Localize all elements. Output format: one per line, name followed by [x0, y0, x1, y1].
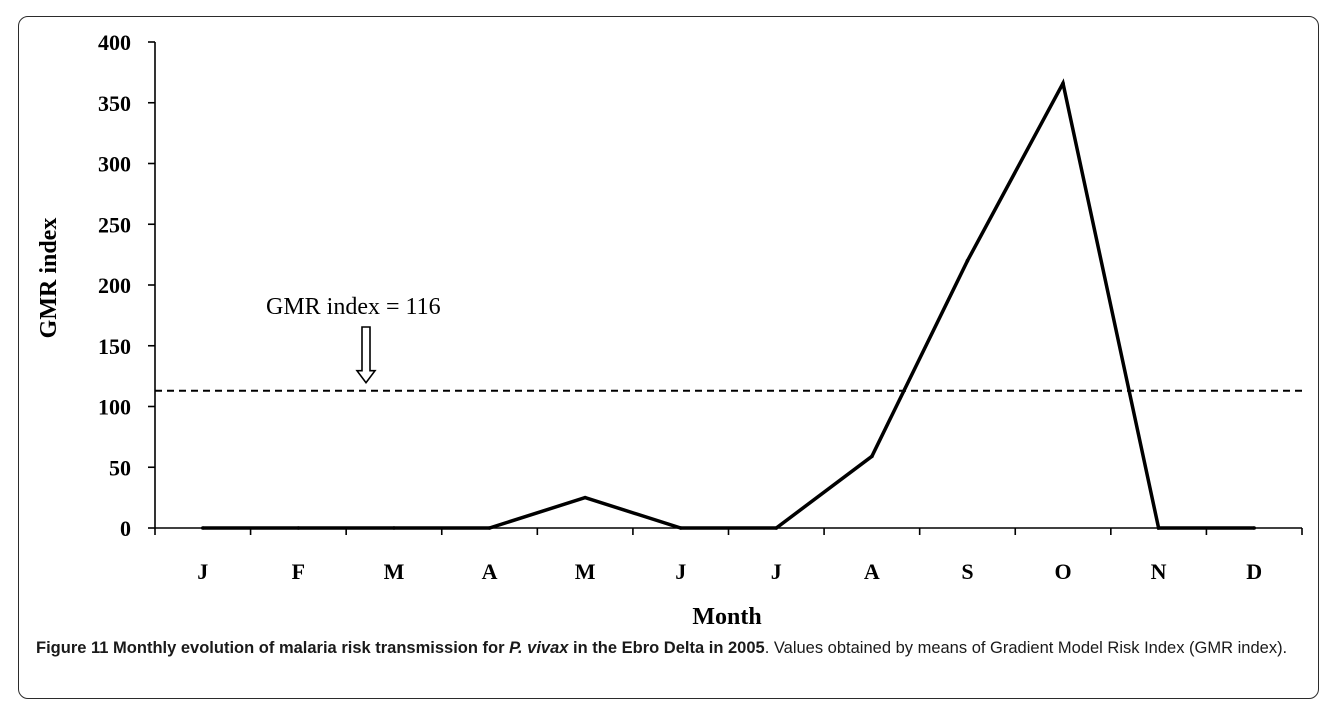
x-tick-label: D — [1246, 559, 1262, 584]
axes — [154, 42, 1302, 529]
annotation-text: GMR index = 116 — [266, 294, 441, 320]
data-points — [200, 81, 1257, 530]
down-arrow-icon — [355, 326, 377, 385]
y-tick-label: 150 — [98, 334, 131, 359]
data-point — [965, 258, 970, 263]
figure-frame — [18, 16, 1319, 699]
y-tick-label: 0 — [120, 516, 131, 541]
data-point — [392, 526, 396, 530]
data-point — [774, 526, 779, 530]
x-tick-label: N — [1151, 559, 1167, 584]
figure-label: Figure 11 — [36, 639, 109, 657]
y-axis-ticks: 0 50 100 150 200 250 300 350 400 — [98, 30, 155, 541]
figure-caption: Figure 11 Monthly evolution of malaria r… — [36, 637, 1306, 659]
x-tick-label: S — [961, 559, 973, 584]
y-tick-label: 50 — [109, 455, 131, 480]
x-tick-label: A — [482, 559, 498, 584]
caption-title-post: in the Ebro Delta in 2005 — [568, 639, 765, 657]
y-tick-label: 400 — [98, 30, 131, 55]
data-point — [1061, 81, 1065, 86]
x-tick-label: A — [864, 559, 880, 584]
x-tick-label: J — [675, 559, 686, 584]
data-point — [487, 526, 492, 530]
x-tick-label: F — [292, 559, 305, 584]
caption-title-pre: Monthly evolution of malaria risk transm… — [113, 639, 510, 657]
series-line — [202, 78, 1255, 530]
x-tick-label: J — [197, 559, 208, 584]
x-tick-label: O — [1054, 559, 1071, 584]
data-point — [1156, 526, 1161, 530]
y-tick-label: 100 — [98, 395, 131, 420]
caption-species: P. vivax — [509, 639, 569, 657]
x-tick-label: J — [771, 559, 782, 584]
y-axis-title: GMR index — [36, 218, 62, 339]
data-point — [200, 526, 205, 530]
y-tick-label: 200 — [98, 273, 131, 298]
y-tick-label: 300 — [98, 152, 131, 177]
data-point — [583, 495, 587, 500]
caption-body: . Values obtained by means of Gradient M… — [764, 639, 1288, 657]
data-point — [296, 526, 301, 530]
x-tick-label: M — [575, 559, 596, 584]
data-point — [678, 526, 683, 530]
data-point — [870, 454, 874, 459]
y-tick-label: 250 — [98, 212, 131, 237]
x-axis-title: Month — [692, 604, 761, 630]
line-chart: 0 50 100 150 200 250 300 350 400 J F M A M J J A S O N D GM… — [36, 30, 1303, 630]
y-tick-label: 350 — [98, 91, 131, 116]
data-point — [1252, 526, 1257, 530]
x-tick-label: M — [384, 559, 405, 584]
